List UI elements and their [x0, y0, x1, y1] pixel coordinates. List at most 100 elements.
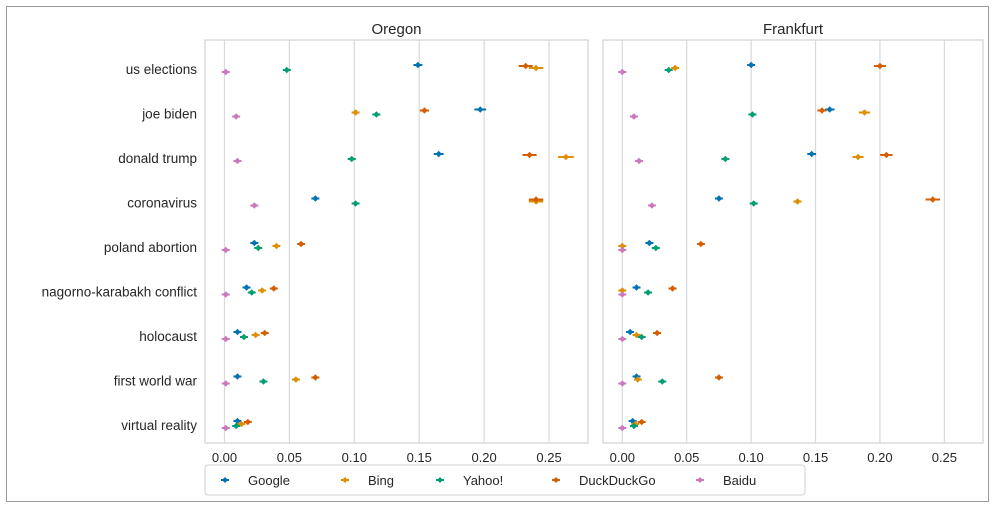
data-point-bing: [237, 420, 246, 428]
marker: [626, 328, 634, 336]
data-point-baidu: [221, 246, 230, 254]
data-point-google: [632, 284, 641, 291]
marker: [258, 287, 266, 294]
data-point-google: [233, 417, 242, 425]
data-point-duckduckgo: [518, 62, 533, 70]
data-point-yahoo: [247, 289, 256, 296]
marker: [261, 329, 268, 337]
marker: [421, 107, 428, 114]
marker: [747, 61, 755, 69]
legend: Google Bing Yahoo! DuckDuckGo Baidu: [204, 464, 806, 496]
marker: [222, 246, 229, 254]
marker: [854, 153, 862, 161]
data-point-google: [233, 328, 242, 336]
data-point-duckduckgo: [653, 329, 662, 337]
marker: [638, 333, 645, 341]
marker: [352, 109, 359, 116]
x-tick-label: 0.05: [674, 450, 699, 465]
data-point-google: [807, 150, 817, 158]
marker: [283, 66, 290, 74]
marker: [222, 335, 229, 343]
data-point-bing: [852, 153, 864, 161]
marker: [562, 153, 570, 161]
marker: [312, 374, 319, 381]
category-label: donald trump: [118, 151, 197, 166]
data-point-baidu: [635, 157, 644, 165]
data-point-baidu: [618, 291, 627, 298]
data-point-duckduckgo: [880, 151, 893, 159]
x-tick-label: 0.10: [738, 450, 763, 465]
marker: [373, 111, 380, 118]
marker: [630, 113, 638, 120]
data-point-baidu: [618, 68, 627, 76]
data-point-baidu: [221, 291, 230, 298]
marker: [808, 150, 815, 158]
marker: [619, 380, 626, 387]
category-label: coronavirus: [127, 196, 197, 211]
marker: [222, 380, 229, 387]
data-point-google: [626, 328, 635, 336]
data-point-duckduckgo: [714, 374, 723, 381]
category-label: joe biden: [141, 107, 197, 122]
legend-marker: [437, 477, 443, 483]
data-point-bing: [632, 331, 641, 339]
marker: [659, 378, 666, 385]
data-point-yahoo: [629, 422, 638, 430]
category-label: virtual reality: [121, 418, 197, 433]
x-tick-label: 0.20: [471, 450, 496, 465]
data-point-yahoo: [721, 155, 730, 163]
marker: [244, 418, 252, 426]
data-point-baidu: [250, 202, 259, 209]
data-point-baidu: [221, 335, 230, 343]
marker: [818, 107, 826, 114]
marker: [633, 284, 640, 291]
data-point-baidu: [618, 335, 627, 343]
data-point-bing: [251, 331, 260, 339]
data-point-google: [242, 284, 251, 291]
data-point-google: [233, 373, 242, 380]
marker: [715, 195, 723, 202]
data-point-duckduckgo: [522, 151, 537, 159]
marker: [238, 420, 245, 428]
data-point-bing: [291, 376, 300, 383]
data-point-baidu: [618, 246, 627, 254]
marker: [255, 244, 262, 252]
data-point-google: [433, 150, 444, 158]
x-tick-label: 0.05: [277, 450, 302, 465]
data-point-duckduckgo: [260, 329, 269, 337]
marker: [629, 417, 636, 425]
marker: [273, 242, 280, 250]
data-point-bing: [633, 376, 642, 383]
marker: [260, 378, 267, 385]
data-point-bing: [258, 287, 267, 294]
data-point-google: [474, 106, 487, 113]
marker: [750, 200, 757, 207]
x-tick-label: 0.00: [610, 450, 635, 465]
marker: [646, 239, 653, 247]
marker: [240, 333, 248, 341]
marker: [619, 287, 626, 294]
x-tick-label: 0.20: [867, 450, 892, 465]
marker: [234, 157, 241, 165]
marker: [243, 284, 250, 291]
data-point-yahoo: [239, 333, 248, 341]
marker: [671, 64, 679, 72]
marker: [477, 106, 484, 113]
data-point-duckduckgo: [925, 196, 940, 203]
marker: [876, 62, 884, 70]
data-point-yahoo: [259, 378, 268, 385]
data-point-duckduckgo: [668, 285, 677, 292]
data-point-bing: [858, 109, 871, 116]
data-point-baidu: [232, 113, 241, 120]
marker: [232, 113, 240, 120]
marker: [861, 109, 868, 116]
marker: [251, 239, 258, 247]
marker: [352, 200, 359, 207]
panel-oregon: 0.00 0.05 0.10 0.15 0.20 0.25 Oregon us electio…: [42, 21, 589, 465]
data-point-yahoo: [658, 378, 667, 385]
marker: [619, 335, 626, 343]
data-point-google: [250, 239, 259, 247]
marker: [826, 106, 833, 113]
data-point-google: [413, 61, 423, 69]
